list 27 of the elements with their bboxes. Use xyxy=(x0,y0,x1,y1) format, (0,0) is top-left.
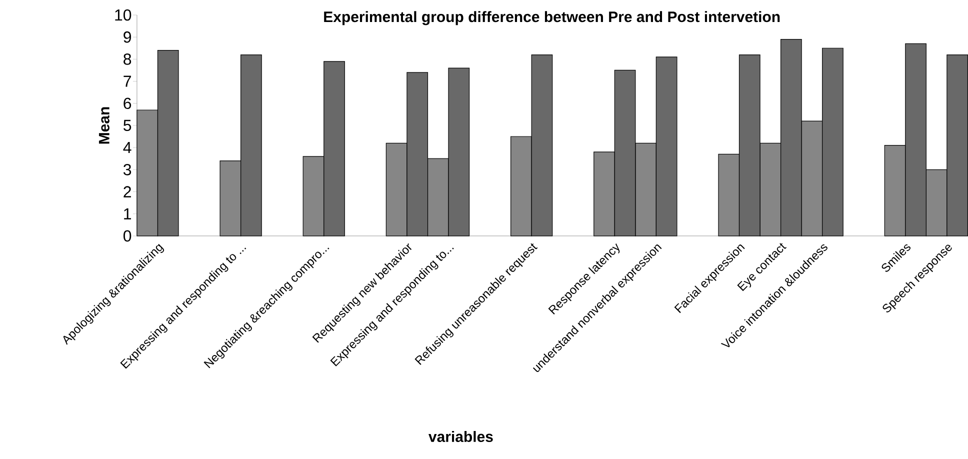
y-tick-label: 6 xyxy=(124,98,132,110)
y-tick-label: 0 xyxy=(123,230,132,242)
y-tick-label: 1 xyxy=(124,208,131,220)
y-tick-label: 3 xyxy=(123,164,132,176)
y-tick-label: 2 xyxy=(124,186,131,198)
bar xyxy=(240,54,262,236)
bar xyxy=(822,48,844,236)
bar xyxy=(324,61,345,236)
x-axis-title: variables xyxy=(428,431,493,442)
bar xyxy=(656,56,678,236)
bar xyxy=(531,54,553,236)
bar xyxy=(738,54,760,236)
bar xyxy=(448,68,470,236)
bar xyxy=(780,39,802,236)
y-tick-label: 9 xyxy=(124,31,132,43)
y-tick-label: 8 xyxy=(124,54,132,65)
bar xyxy=(157,50,179,236)
y-tick-label: 4 xyxy=(123,142,132,154)
bar xyxy=(905,43,926,236)
bar xyxy=(406,72,428,236)
bar xyxy=(946,54,968,236)
y-tick-label: 5 xyxy=(124,120,132,132)
y-axis-title: Mean xyxy=(98,107,110,144)
y-tick-label: 7 xyxy=(124,76,131,87)
bar xyxy=(614,70,636,236)
chart-title: Experimental group difference between Pre and Post intervetion xyxy=(324,11,780,26)
y-tick-label: 10 xyxy=(115,9,132,21)
